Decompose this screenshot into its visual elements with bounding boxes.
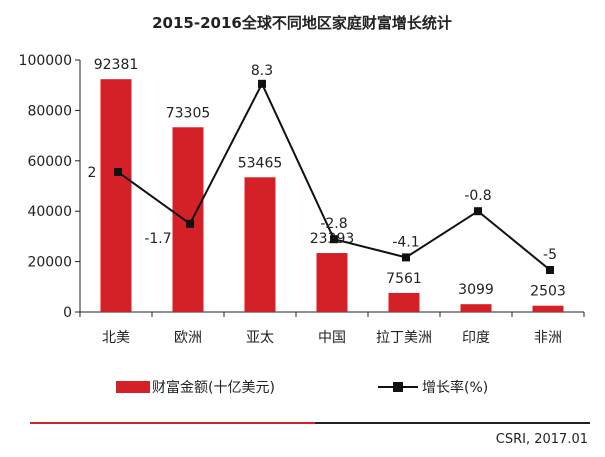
y-tick-label: 60000 (27, 154, 72, 170)
bar (460, 304, 492, 312)
growth-marker (114, 168, 122, 176)
growth-marker (546, 266, 554, 274)
bar-value-label: 53465 (238, 155, 283, 171)
x-category-label: 印度 (462, 330, 490, 346)
legend: 财富金额(十亿美元) 增长率(%) (116, 379, 488, 396)
x-category-label: 非洲 (534, 330, 562, 346)
x-category-label: 中国 (318, 330, 346, 346)
y-axis-left: 0 20000 40000 60000 80000 100000 (19, 53, 81, 321)
y-tick-label: 0 (63, 305, 72, 321)
bar (172, 127, 204, 313)
line-series: 2 -1.7 8.3 -2.8 -4.1 -0.8 -5 (88, 63, 557, 274)
bar (100, 79, 132, 312)
x-category-label: 亚太 (246, 330, 274, 346)
growth-value-label: 8.3 (251, 63, 273, 79)
bar-value-label: 73305 (166, 105, 211, 121)
bar-series: 92381733055346523393756130992503 (94, 57, 566, 313)
y-tick-label: 40000 (27, 204, 72, 220)
growth-marker (402, 253, 410, 262)
growth-marker (258, 79, 266, 88)
growth-marker (186, 219, 194, 228)
legend-bar-swatch (116, 381, 150, 393)
growth-value-label: -0.8 (464, 188, 491, 204)
bar-value-label: 2503 (530, 284, 566, 300)
growth-marker (330, 235, 338, 244)
legend-line-marker (393, 382, 403, 392)
growth-value-label: -2.8 (320, 216, 347, 232)
y-tick-label: 80000 (27, 103, 72, 119)
bar (388, 292, 420, 312)
legend-bar-label: 财富金额(十亿美元) (152, 379, 275, 396)
source-note: CSRI, 2017.01 (496, 432, 588, 447)
x-category-label: 欧洲 (174, 330, 202, 346)
x-axis: 北美 欧洲 亚太 中国 拉丁美洲 印度 非洲 (79, 311, 585, 346)
y-tick-label: 20000 (27, 255, 72, 271)
growth-value-label: -1.7 (144, 231, 171, 247)
x-category-label: 北美 (102, 330, 130, 346)
growth-value-label: 2 (88, 165, 97, 181)
bar-value-label: 3099 (458, 282, 494, 298)
growth-value-label: -4.1 (392, 234, 419, 250)
bar (244, 177, 276, 312)
growth-value-label: -5 (543, 247, 557, 263)
y-tick-label: 100000 (19, 53, 72, 69)
growth-marker (474, 207, 482, 216)
chart-title: 2015-2016全球不同地区家庭财富增长统计 (152, 14, 452, 32)
bar (532, 305, 564, 312)
x-category-label: 拉丁美洲 (376, 330, 432, 346)
bar-value-label: 7561 (386, 271, 422, 287)
bar (316, 253, 348, 312)
legend-line-label: 增长率(%) (422, 379, 488, 396)
bar-value-label: 92381 (94, 57, 139, 73)
